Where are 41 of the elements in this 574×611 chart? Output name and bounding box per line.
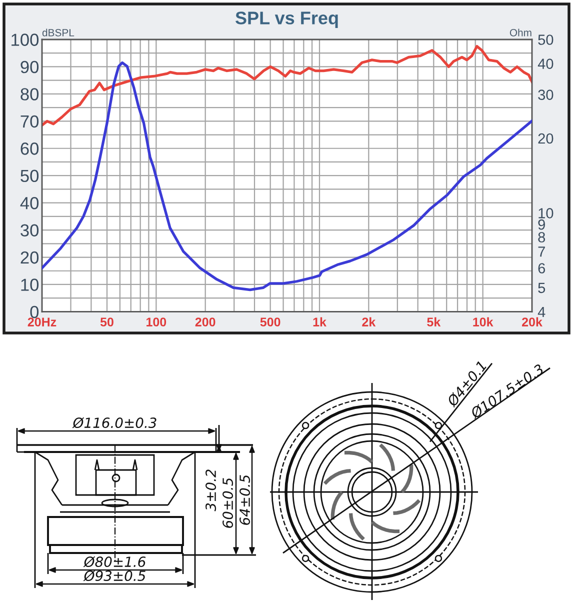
y-tick-label: 40 (538, 58, 554, 69)
text: 64±0.5 (240, 475, 250, 525)
y2-tick-label: 60 (20, 142, 39, 155)
x-tick-label: 100 (146, 318, 166, 326)
text: 3±0.2 (206, 470, 216, 512)
x-tick-label: 20Hz (28, 318, 56, 326)
text: Ø116.0±0.3 (72, 417, 156, 428)
x-tick-label: 50 (100, 318, 114, 326)
text: Ø80±1.6 (83, 556, 146, 568)
text: Ø93±0.5 (83, 570, 146, 582)
x-tick-label: 2k (362, 317, 376, 326)
y2-tick-label: 100 (12, 34, 39, 46)
y-tick-label: 6 (538, 263, 546, 274)
x-tick-label: 500 (260, 318, 280, 326)
x-tick-label: 5k (427, 317, 441, 326)
y-tick-label: 50 (538, 34, 554, 45)
y-tick-label: 8 (538, 232, 546, 242)
x-tick-label: 200 (195, 318, 216, 326)
y2-axis-title: dBSPL (42, 28, 74, 36)
x-tick-label: 10k (473, 317, 494, 326)
y2-tick-label: 30 (20, 224, 39, 236)
y2-tick-label: 20 (20, 251, 39, 264)
y-tick-label: 5 (538, 282, 546, 294)
y-tick-label: 4 (538, 306, 546, 317)
y-tick-label: 30 (538, 90, 554, 100)
y2-tick-label: 70 (20, 115, 39, 128)
y2-tick-label: 0 (30, 306, 39, 318)
chart-title: SPL vs Freq (236, 12, 338, 28)
y2-tick-label: 80 (20, 88, 39, 100)
y-tick-label: 20 (538, 133, 554, 144)
y2-tick-label: 40 (20, 196, 39, 210)
y2-tick-label: 50 (20, 170, 39, 182)
y2-tick-label: 90 (20, 60, 39, 74)
x-tick-label: 20k (522, 317, 542, 326)
y2-tick-label: 10 (21, 278, 39, 291)
text: 60±0.5 (222, 478, 234, 528)
y-axis-title: Ohm (510, 28, 532, 36)
y-tick-label: 9 (538, 219, 545, 230)
y-tick-label: 10 (538, 208, 554, 218)
x-tick-label: 1k (313, 317, 326, 326)
y-tick-label: 7 (538, 246, 545, 257)
